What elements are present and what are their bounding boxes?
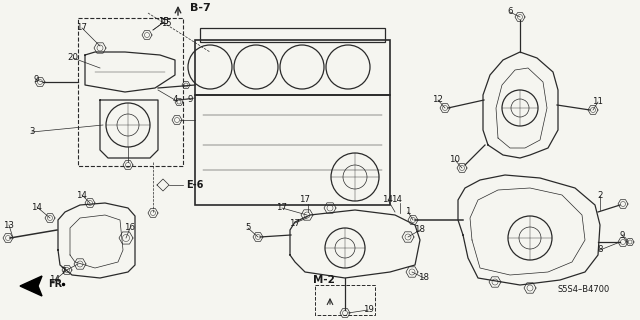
Text: 14: 14 bbox=[31, 203, 42, 212]
Text: E-6: E-6 bbox=[186, 180, 204, 190]
Polygon shape bbox=[20, 276, 42, 296]
Text: 14: 14 bbox=[383, 196, 394, 204]
Text: FR: FR bbox=[48, 279, 62, 289]
Text: 6: 6 bbox=[508, 7, 513, 17]
Text: B-7: B-7 bbox=[189, 3, 211, 13]
Text: 14: 14 bbox=[77, 190, 88, 199]
Text: 1: 1 bbox=[405, 207, 411, 217]
Text: 19: 19 bbox=[363, 306, 373, 315]
Text: S5S4–B4700: S5S4–B4700 bbox=[557, 285, 610, 294]
Text: 3: 3 bbox=[29, 127, 35, 137]
Text: 16: 16 bbox=[125, 223, 136, 233]
Text: 12: 12 bbox=[433, 95, 444, 105]
Bar bbox=[315, 285, 375, 315]
Text: 18: 18 bbox=[415, 226, 426, 235]
Text: 20: 20 bbox=[67, 53, 79, 62]
Text: 15: 15 bbox=[159, 18, 170, 27]
Text: 17: 17 bbox=[300, 196, 310, 204]
Text: 18: 18 bbox=[419, 274, 429, 283]
Bar bbox=[78, 18, 183, 166]
Text: 17: 17 bbox=[276, 204, 287, 212]
Text: 10: 10 bbox=[449, 156, 461, 164]
Text: M-2: M-2 bbox=[313, 275, 335, 285]
Text: 8: 8 bbox=[597, 245, 603, 254]
Text: 15: 15 bbox=[159, 18, 170, 27]
Bar bbox=[200, 28, 385, 42]
Text: 17: 17 bbox=[77, 23, 88, 33]
Text: 9: 9 bbox=[620, 230, 625, 239]
Text: 5: 5 bbox=[245, 223, 251, 233]
Text: 14: 14 bbox=[392, 196, 403, 204]
Text: 9: 9 bbox=[188, 94, 193, 103]
Text: 7: 7 bbox=[60, 268, 66, 276]
Text: 14: 14 bbox=[49, 276, 61, 284]
Bar bbox=[195, 40, 390, 95]
Bar bbox=[195, 95, 390, 205]
Text: 15: 15 bbox=[161, 19, 172, 28]
Text: 17: 17 bbox=[289, 219, 301, 228]
Text: 9: 9 bbox=[33, 76, 38, 84]
Text: 2: 2 bbox=[597, 191, 603, 201]
Text: 13: 13 bbox=[3, 220, 15, 229]
Text: 4: 4 bbox=[172, 95, 178, 105]
Text: 11: 11 bbox=[593, 98, 604, 107]
